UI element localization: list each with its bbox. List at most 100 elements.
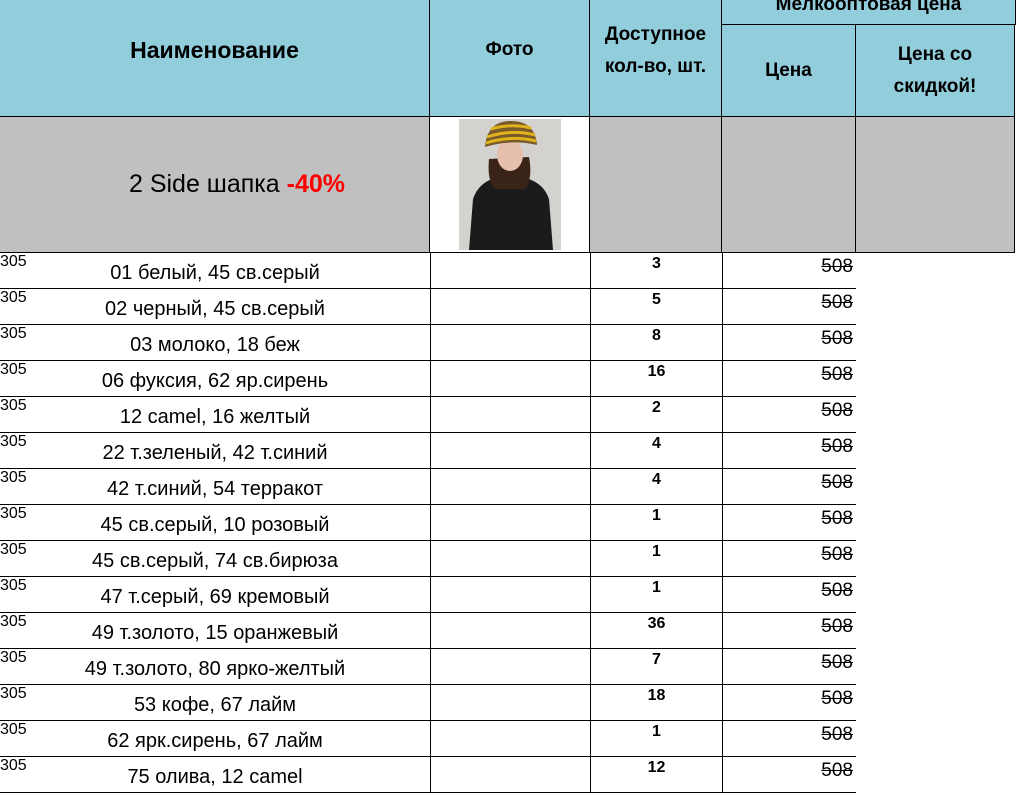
table-row: 42 т.синий, 54 терракот 4 508 305 [0, 469, 1016, 505]
quantity: 1 [590, 721, 722, 757]
discount-price: 305 [0, 577, 27, 613]
old-price: 508 [722, 685, 856, 721]
discount-price: 305 [0, 649, 27, 685]
discount-price: 305 [0, 721, 27, 757]
quantity: 2 [590, 397, 722, 433]
discount-price: 305 [0, 397, 27, 433]
photo-cell [430, 505, 590, 541]
old-price: 508 [722, 469, 856, 505]
product-photo-cell [430, 117, 590, 253]
discount-price: 305 [0, 613, 27, 649]
header-qty-label: Доступное кол-во, шт. [604, 24, 707, 77]
photo-cell [430, 289, 590, 325]
table-row: 47 т.серый, 69 кремовый 1 508 305 [0, 577, 1016, 613]
quantity: 36 [590, 613, 722, 649]
product-title-text: 2 Side шапка [128, 170, 287, 198]
quantity: 18 [590, 685, 722, 721]
photo-cell [430, 469, 590, 505]
table-row: 03 молоко, 18 беж 8 508 305 [0, 325, 1016, 361]
discount-price: 305 [0, 253, 27, 289]
quantity: 4 [590, 469, 722, 505]
variant-name: 75 олива, 12 camel [0, 757, 430, 793]
table-row: 22 т.зеленый, 42 т.синий 4 508 305 [0, 433, 1016, 469]
quantity: 7 [590, 649, 722, 685]
quantity: 3 [590, 253, 722, 289]
quantity: 16 [590, 361, 722, 397]
quantity: 4 [590, 433, 722, 469]
header-price-label: Цена [765, 59, 812, 81]
product-discount-cell [856, 117, 1015, 253]
old-price: 508 [722, 361, 856, 397]
quantity: 5 [590, 289, 722, 325]
header-group: Мелкооптовая цена [722, 0, 1016, 25]
quantity: 8 [590, 325, 722, 361]
discount-price: 305 [0, 541, 27, 577]
header-name: Наименование [0, 0, 430, 117]
photo-cell [430, 433, 590, 469]
variant-name: 49 т.золото, 80 ярко-желтый [0, 649, 430, 685]
header-qty: Доступное кол-во, шт. [590, 0, 722, 117]
photo-cell [430, 541, 590, 577]
variant-name: 22 т.зеленый, 42 т.синий [0, 433, 430, 469]
discount-price: 305 [0, 469, 27, 505]
discount-price: 305 [0, 361, 27, 397]
photo-cell [430, 649, 590, 685]
table-row: 01 белый, 45 св.серый 3 508 305 [0, 253, 1016, 289]
table-row: 75 олива, 12 camel 12 508 305 [0, 757, 1016, 793]
old-price: 508 [722, 433, 856, 469]
old-price: 508 [722, 325, 856, 361]
photo-cell [430, 361, 590, 397]
variant-name: 49 т.золото, 15 оранжевый [0, 613, 430, 649]
header-name-label: Наименование [130, 37, 299, 63]
product-title: 2 Side шапка -40% [0, 117, 430, 253]
old-price: 508 [722, 505, 856, 541]
table-row: 49 т.золото, 80 ярко-желтый 7 508 305 [0, 649, 1016, 685]
table-row: 02 черный, 45 св.серый 5 508 305 [0, 289, 1016, 325]
variant-name: 53 кофе, 67 лайм [0, 685, 430, 721]
photo-cell [430, 685, 590, 721]
old-price: 508 [722, 757, 856, 793]
header-photo: Фото [430, 0, 590, 117]
discount-price: 305 [0, 757, 27, 793]
header-group-label: Мелкооптовая цена [775, 0, 962, 15]
table-row: 62 ярк.сирень, 67 лайм 1 508 305 [0, 721, 1016, 757]
sale-badge: -40% [286, 170, 346, 198]
discount-price: 305 [0, 505, 27, 541]
variant-name: 03 молоко, 18 беж [0, 325, 430, 361]
quantity: 12 [590, 757, 722, 793]
product-qty-cell [590, 117, 722, 253]
table-row: 53 кофе, 67 лайм 18 508 305 [0, 685, 1016, 721]
photo-cell [430, 721, 590, 757]
old-price: 508 [722, 289, 856, 325]
table-row: 45 св.серый, 74 св.бирюза 1 508 305 [0, 541, 1016, 577]
photo-cell [430, 325, 590, 361]
quantity: 1 [590, 577, 722, 613]
quantity: 1 [590, 541, 722, 577]
photo-cell [430, 397, 590, 433]
variant-name: 45 св.серый, 10 розовый [0, 505, 430, 541]
old-price: 508 [722, 721, 856, 757]
photo-cell [430, 577, 590, 613]
quantity: 1 [590, 505, 722, 541]
discount-price: 305 [0, 325, 27, 361]
product-price-cell [722, 117, 856, 253]
photo-cell [430, 253, 590, 289]
table-row: 12 camel, 16 желтый 2 508 305 [0, 397, 1016, 433]
table-row: 06 фуксия, 62 яр.сирень 16 508 305 [0, 361, 1016, 397]
old-price: 508 [722, 577, 856, 613]
old-price: 508 [722, 541, 856, 577]
header-discount-label: Цена со скидкой! [893, 43, 977, 97]
discount-price: 305 [0, 685, 27, 721]
discount-price: 305 [0, 433, 27, 469]
old-price: 508 [722, 649, 856, 685]
variant-name: 45 св.серый, 74 св.бирюза [0, 541, 430, 577]
table-row: 45 св.серый, 10 розовый 1 508 305 [0, 505, 1016, 541]
old-price: 508 [722, 613, 856, 649]
header-price: Цена [722, 25, 856, 117]
woman-in-striped-hat-photo [458, 119, 561, 250]
variant-name: 62 ярк.сирень, 67 лайм [0, 721, 430, 757]
variant-name: 12 camel, 16 желтый [0, 397, 430, 433]
variant-name: 42 т.синий, 54 терракот [0, 469, 430, 505]
discount-price: 305 [0, 289, 27, 325]
old-price: 508 [722, 397, 856, 433]
